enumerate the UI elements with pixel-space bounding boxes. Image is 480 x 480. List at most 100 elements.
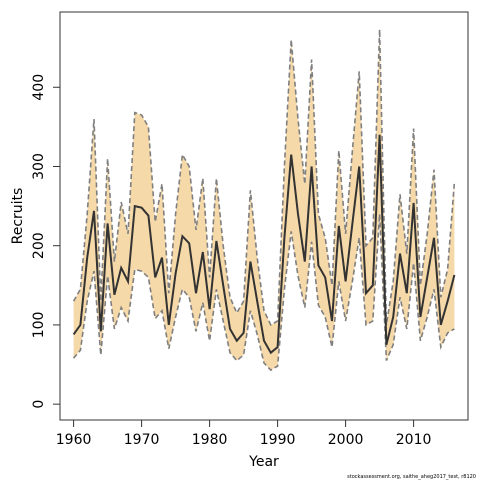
lower-point-1999 — [337, 280, 340, 283]
x-axis: 1960 1970 1980 1990 2000 2010 — [56, 419, 432, 448]
upper-point-2015 — [446, 268, 449, 271]
upper-point-2004 — [371, 236, 374, 239]
y-axis: 0 100 200 300 400 — [31, 74, 61, 409]
estimate-point-1976 — [181, 235, 184, 238]
lower-point-2004 — [371, 319, 374, 322]
upper-point-1985 — [242, 300, 245, 303]
upper-point-2002 — [358, 70, 361, 73]
estimate-point-1968 — [127, 280, 130, 283]
upper-point-1967 — [120, 201, 123, 204]
upper-point-1978 — [195, 228, 198, 231]
lower-point-2013 — [433, 288, 436, 291]
upper-point-1976 — [181, 153, 184, 156]
estimate-point-1970 — [140, 206, 143, 209]
upper-point-1962 — [86, 213, 89, 216]
x-tick-label-1960: 1960 — [56, 432, 92, 448]
lower-point-2006 — [385, 359, 388, 362]
y-axis-title: Recruits — [10, 188, 26, 245]
lower-point-1997 — [324, 316, 327, 319]
upper-point-1973 — [161, 182, 164, 185]
estimate-point-1995 — [310, 165, 313, 168]
lower-point-1971 — [147, 276, 150, 279]
estimate-point-1987 — [256, 300, 259, 303]
lower-point-1979 — [201, 301, 204, 304]
upper-point-1964 — [99, 300, 102, 303]
upper-point-1988 — [263, 309, 266, 312]
upper-point-2000 — [344, 232, 347, 235]
upper-point-2010 — [412, 127, 415, 130]
lower-point-1990 — [276, 365, 279, 368]
lower-point-1973 — [161, 309, 164, 312]
upper-point-1982 — [222, 244, 225, 247]
estimate-point-1999 — [337, 224, 340, 227]
estimate-point-1996 — [317, 264, 320, 267]
upper-point-2014 — [439, 296, 442, 299]
estimate-point-1990 — [276, 346, 279, 349]
upper-point-1983 — [229, 296, 232, 299]
estimate-point-2006 — [385, 343, 388, 346]
upper-point-1977 — [188, 165, 191, 168]
lower-point-1991 — [283, 288, 286, 291]
upper-point-1986 — [249, 189, 252, 192]
upper-point-1975 — [174, 213, 177, 216]
upper-point-1987 — [256, 256, 259, 259]
lower-point-1981 — [215, 288, 218, 291]
estimate-point-1985 — [242, 331, 245, 334]
lower-point-2009 — [405, 327, 408, 330]
estimate-point-1998 — [331, 319, 334, 322]
estimate-point-1971 — [147, 214, 150, 217]
estimate-point-1964 — [99, 330, 102, 333]
estimate-line — [72, 134, 456, 355]
upper-point-1993 — [297, 117, 300, 120]
lower-point-1966 — [113, 327, 116, 330]
lower-point-1993 — [297, 274, 300, 277]
upper-point-1994 — [303, 182, 306, 185]
lower-point-2003 — [365, 323, 368, 326]
lower-point-1972 — [154, 317, 157, 320]
estimate-point-1963 — [93, 209, 96, 212]
x-tick-label-2010: 2010 — [396, 432, 432, 448]
upper-point-2008 — [399, 193, 402, 196]
upper-point-1969 — [133, 111, 136, 114]
upper-point-1963 — [93, 117, 96, 120]
estimate-point-2014 — [439, 323, 442, 326]
upper-point-1997 — [324, 236, 327, 239]
upper-point-2005 — [378, 28, 381, 31]
estimate-point-2009 — [405, 292, 408, 295]
lower-point-2012 — [426, 316, 429, 319]
lower-point-1970 — [140, 270, 143, 273]
lower-point-1996 — [317, 304, 320, 307]
estimate-point-1992 — [290, 153, 293, 156]
upper-point-2013 — [433, 168, 436, 171]
caption: stockassessment.org, saithe_aheg2017_tes… — [347, 474, 476, 480]
lower-point-1998 — [331, 346, 334, 349]
estimate-point-1972 — [154, 276, 157, 279]
lower-point-1960 — [72, 357, 75, 360]
x-tick-label-2000: 2000 — [328, 432, 364, 448]
lower-point-2002 — [358, 236, 361, 239]
upper-point-1979 — [201, 177, 204, 180]
upper-point-1998 — [331, 284, 334, 287]
upper-point-1966 — [113, 260, 116, 263]
estimate-point-1979 — [201, 251, 204, 254]
estimate-point-1993 — [297, 213, 300, 216]
estimate-point-1961 — [79, 323, 82, 326]
estimate-point-1997 — [324, 276, 327, 279]
estimate-point-2008 — [399, 252, 402, 255]
lower-point-1994 — [303, 306, 306, 309]
upper-point-2012 — [426, 232, 429, 235]
estimate-point-2004 — [371, 284, 374, 287]
estimate-point-1974 — [167, 323, 170, 326]
lower-point-1961 — [79, 349, 82, 352]
upper-point-2016 — [453, 181, 456, 184]
estimate-point-1966 — [113, 293, 116, 296]
y-tick-label-300: 300 — [31, 153, 47, 180]
upper-point-1996 — [317, 213, 320, 216]
y-tick-label-200: 200 — [31, 232, 47, 259]
upper-point-1984 — [235, 312, 238, 315]
lower-point-1982 — [222, 319, 225, 322]
upper-point-1992 — [290, 38, 293, 41]
estimate-point-2001 — [351, 222, 354, 225]
estimate-point-2007 — [392, 316, 395, 319]
